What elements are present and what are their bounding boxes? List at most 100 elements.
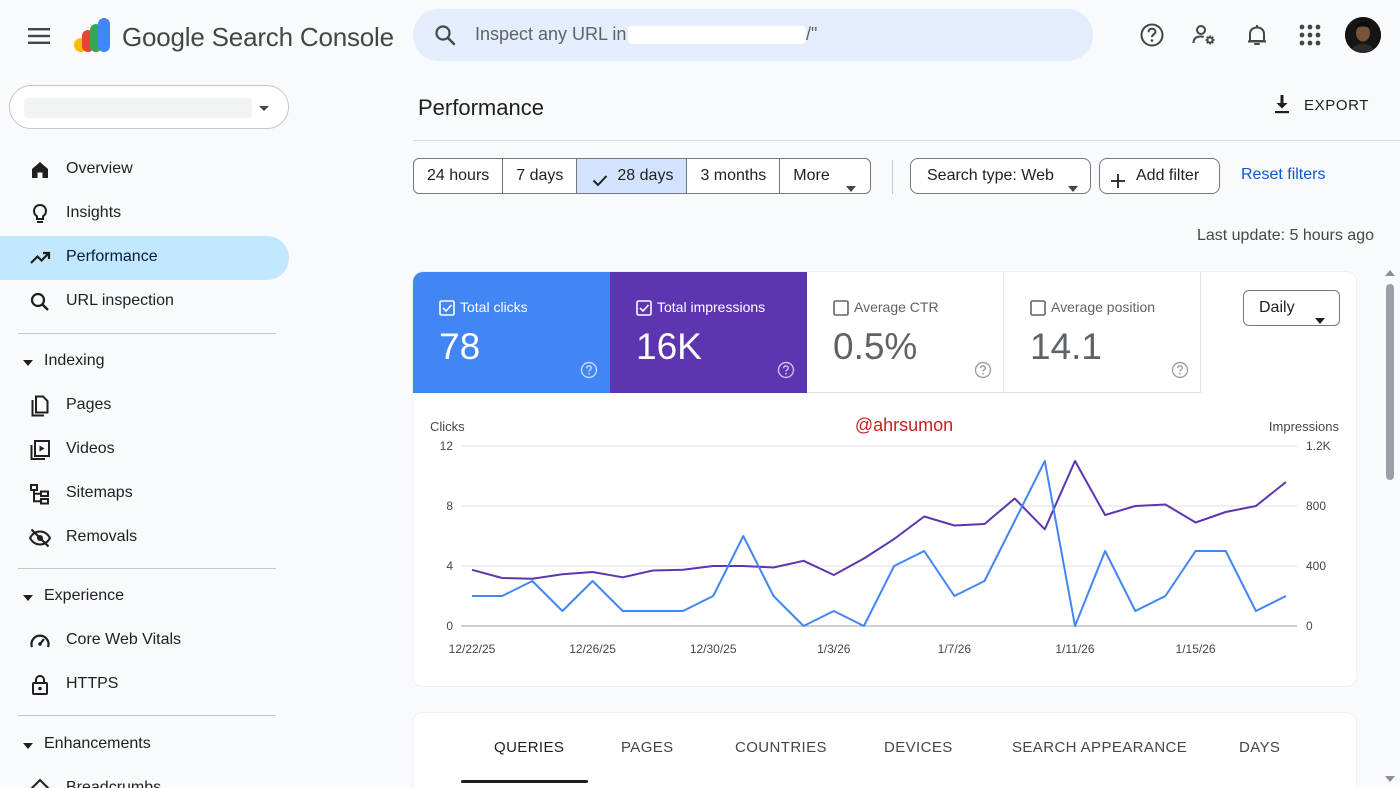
x-tick-label: 1/7/26 [938,642,972,656]
sidebar-item-label: Insights [66,204,122,221]
user-settings-icon[interactable] [1191,22,1217,48]
last-update-text: Last update: 5 hours ago [1196,227,1374,244]
caret-down-icon [845,172,856,192]
performance-chart: Clicks Impressions @ahrsumon 0 0 4 400 8 800 1… [430,415,1340,656]
help-circle-icon[interactable] [1171,361,1189,379]
metric-average-position[interactable]: Average position 14.1 [1004,272,1201,393]
sidebar-item-removals[interactable]: Removals [0,516,289,560]
search-type-filter[interactable]: Search type: Web [910,158,1091,194]
main-menu-icon[interactable] [24,22,54,50]
main-content: Performance EXPORT 24 hours 7 days 28 da… [300,70,1400,788]
sidebar-item-label: Videos [66,440,115,457]
range-3-months[interactable]: 3 months [687,159,781,193]
add-filter-button[interactable]: Add filter [1099,158,1220,194]
scrollbar-thumb[interactable] [1386,284,1394,480]
tab-countries[interactable]: COUNTRIES [735,739,827,756]
y-left-tick-label: 8 [446,499,453,513]
x-tick-label: 12/26/25 [569,642,616,656]
metric-label: Average CTR [854,299,939,315]
page-scrollbar[interactable] [1384,268,1396,788]
search-placeholder-prefix: Inspect any URL in " [475,24,638,44]
page-title: Performance [418,95,544,120]
section-title: Enhancements [44,735,151,752]
collapse-triangle-icon [22,591,34,603]
add-filter-label: Add filter [1136,167,1200,184]
checkbox-checked-icon [439,300,455,316]
sidebar-item-https[interactable]: HTTPS [0,663,289,707]
metric-average-ctr[interactable]: Average CTR 0.5% [807,272,1004,393]
range-label: More [793,167,830,184]
search-type-label: Search type: Web [927,167,1054,184]
notifications-icon[interactable] [1244,22,1270,48]
metric-value: 78 [439,326,481,367]
sidebar-item-label: Core Web Vitals [66,631,182,648]
metric-total-clicks[interactable]: Total clicks 78 [413,272,610,393]
sidebar-item-breadcrumbs[interactable]: Breadcrumbs [0,767,289,788]
range-28-days[interactable]: 28 days [577,159,688,193]
series-line-clicks [472,460,1287,627]
x-tick-label: 12/22/25 [449,642,496,656]
section-title: Experience [44,587,125,604]
export-button[interactable]: EXPORT [1270,92,1370,120]
sidebar-item-pages[interactable]: Pages [0,384,289,428]
help-circle-icon[interactable] [777,361,795,379]
sidebar-item-videos[interactable]: Videos [0,428,289,472]
sidebar-item-label: Overview [66,160,133,177]
metric-total-impressions[interactable]: Total impressions 16K [610,272,807,393]
check-icon [591,168,609,187]
tab-pages[interactable]: PAGES [621,739,674,756]
collapse-triangle-icon [22,739,34,751]
gauge-icon [28,629,52,653]
sitemap-icon [28,482,52,506]
search-console-logo[interactable] [74,18,114,54]
reset-filters-link[interactable]: Reset filters [1241,166,1326,183]
url-inspect-search[interactable]: Inspect any URL in " /" [413,9,1093,61]
tab-days[interactable]: DAYS [1239,739,1281,756]
section-enhancements[interactable]: Enhancements [0,725,289,765]
tab-search-appearance[interactable]: SEARCH APPEARANCE [1012,739,1188,756]
series-line-impressions [471,460,1287,580]
help-circle-icon[interactable] [974,361,992,379]
help-circle-icon[interactable] [580,361,598,379]
tab-devices[interactable]: DEVICES [884,739,953,756]
pages-icon [28,394,52,418]
sidebar-item-performance[interactable]: Performance [0,236,289,280]
range-24-hours[interactable]: 24 hours [414,159,504,193]
tab-queries[interactable]: QUERIES [494,739,565,756]
sidebar-item-label: Performance [66,248,158,265]
sidebar: Overview Insights Performance URL inspec… [0,70,300,788]
y-left-tick-label: 4 [446,559,453,573]
sidebar-item-sitemaps[interactable]: Sitemaps [0,472,289,516]
scroll-up-icon[interactable] [1384,268,1396,278]
eye-off-icon [28,526,52,550]
sidebar-item-label: Sitemaps [66,484,133,501]
export-label: EXPORT [1304,97,1370,114]
section-experience[interactable]: Experience [0,577,289,617]
x-tick-label: 12/30/25 [690,642,737,656]
sidebar-item-url-inspection[interactable]: URL inspection [0,280,289,324]
caret-down-icon [1068,172,1078,192]
metric-value: 0.5% [833,326,918,367]
account-avatar[interactable] [1345,17,1381,53]
sidebar-item-core-web-vitals[interactable]: Core Web Vitals [0,619,289,663]
metric-label: Average position [1051,299,1156,315]
product-name: Google Search Console [122,22,394,52]
sidebar-item-insights[interactable]: Insights [0,192,289,236]
apps-grid-icon[interactable] [1297,22,1323,48]
help-icon[interactable] [1139,22,1165,48]
granularity-select[interactable]: Daily [1243,290,1340,326]
section-indexing[interactable]: Indexing [0,342,289,382]
sidebar-item-overview[interactable]: Overview [0,148,289,192]
range-more[interactable]: More [780,159,869,193]
sidebar-item-label: URL inspection [66,292,174,309]
x-tick-label: 1/3/26 [817,642,851,656]
y-left-tick-label: 12 [440,439,454,453]
x-tick-label: 1/11/26 [1055,642,1094,656]
y-right-tick-label: 0 [1306,619,1313,633]
property-selector[interactable] [9,85,289,129]
range-7-days[interactable]: 7 days [503,159,578,193]
range-label: 28 days [617,167,674,184]
scroll-down-icon[interactable] [1384,774,1396,784]
sidebar-item-label: Breadcrumbs [66,779,162,788]
metric-value: 14.1 [1030,326,1103,367]
